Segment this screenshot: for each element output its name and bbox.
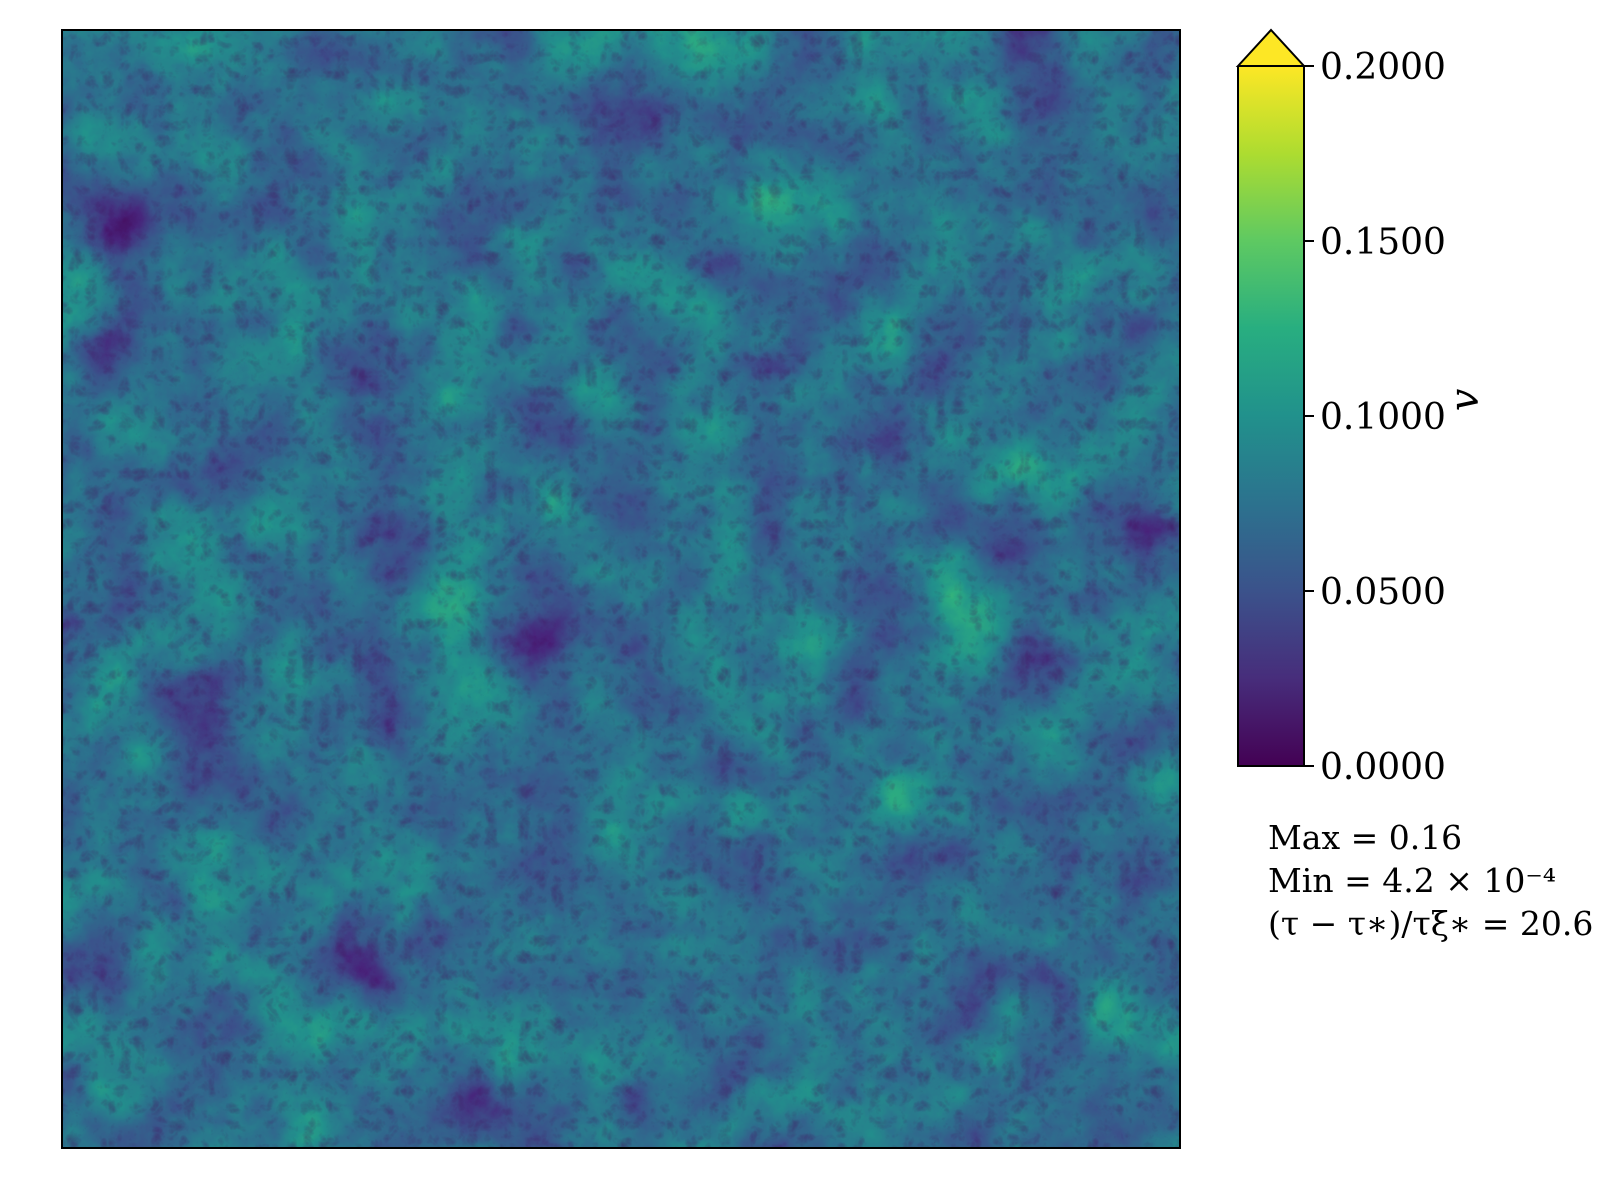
heatmap-field xyxy=(61,29,1181,1149)
colorbar: 0.0000 0.0500 0.1000 0.1500 0.2000 v xyxy=(1235,28,1488,788)
colorbar-ticks: 0.0000 0.0500 0.1000 0.1500 0.2000 xyxy=(1304,47,1446,788)
annotation-min: Min = 4.2 × 10⁻⁴ xyxy=(1268,861,1556,900)
colorbar-gradient xyxy=(1238,66,1304,766)
colorbar-tick-label: 0.0500 xyxy=(1320,572,1446,613)
colorbar-tick-label: 0.1500 xyxy=(1320,222,1446,263)
annotation-block: Max = 0.16 Min = 4.2 × 10⁻⁴ (τ − τ∗)/τξ∗… xyxy=(1268,816,1598,945)
colorbar-tick-label: 0.0000 xyxy=(1320,747,1446,788)
plot-frame xyxy=(61,29,1181,1149)
colorbar-label: v xyxy=(1442,388,1488,411)
annotation-max: Max = 0.16 xyxy=(1268,818,1463,857)
annotation-time: (τ − τ∗)/τξ∗ = 20.6 xyxy=(1268,904,1594,943)
heatmap-fine-structure xyxy=(62,30,1180,1148)
colorbar-extend-arrow xyxy=(1235,28,1307,67)
colorbar-tick-label: 0.2000 xyxy=(1320,47,1446,88)
colorbar-tick-label: 0.1000 xyxy=(1320,397,1446,438)
